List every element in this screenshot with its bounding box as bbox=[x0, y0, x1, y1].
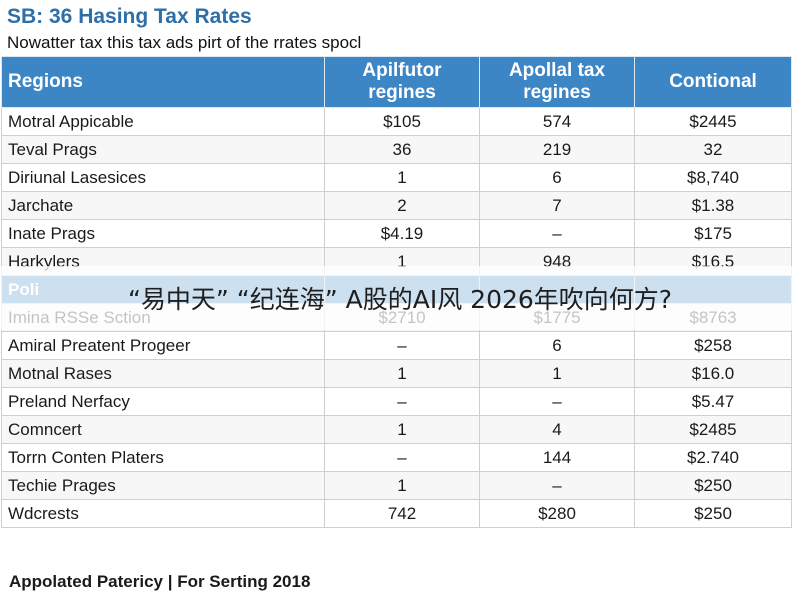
row-value-cell: – bbox=[479, 387, 635, 416]
row-value-cell: 742 bbox=[324, 499, 480, 528]
page-subtitle: Nowatter tax this tax ads pirt of the rr… bbox=[7, 33, 362, 52]
row-value-cell: 32 bbox=[634, 135, 792, 164]
table-row: Diriunal Lasesices 1 6 $8,740 bbox=[1, 163, 792, 192]
row-value-cell: 4 bbox=[479, 415, 635, 444]
table-header-row: Regions Apilfutor regines Apollal tax re… bbox=[1, 56, 792, 108]
header-apollal-tax-regines: Apollal tax regines bbox=[479, 56, 635, 108]
row-region-cell: Motral Appicable bbox=[1, 107, 325, 136]
row-value-cell: 36 bbox=[324, 135, 480, 164]
row-value-cell: $5.47 bbox=[634, 387, 792, 416]
row-value-cell: $105 bbox=[324, 107, 480, 136]
table-row: Amiral Preatent Progeer –6 $258 bbox=[1, 331, 792, 360]
row-value-cell: – bbox=[479, 471, 635, 500]
row-value-cell: 219 bbox=[479, 135, 635, 164]
footer-note: Appolated Patericy | For Serting 2018 bbox=[9, 572, 311, 591]
row-value-cell: $1.38 bbox=[634, 191, 792, 220]
table-row: Jarchate 2 7 $1.38 bbox=[1, 191, 792, 220]
row-value-cell: $280 bbox=[479, 499, 635, 528]
table-row: Motnal Rases 1 1 $16.0 bbox=[1, 359, 792, 388]
table-row: Motral Appicable $105 574 $2445 bbox=[1, 107, 792, 136]
page-title: SB: 36 Hasing Tax Rates bbox=[7, 5, 252, 28]
row-value-cell: 6 bbox=[479, 331, 635, 360]
row-region-cell: Techie Prages bbox=[1, 471, 325, 500]
row-region-cell: Amiral Preatent Progeer bbox=[1, 331, 325, 360]
row-value-cell: $16.0 bbox=[634, 359, 792, 388]
row-region-cell: Comncert bbox=[1, 415, 325, 444]
row-value-cell: $175 bbox=[634, 219, 792, 248]
row-value-cell: $250 bbox=[634, 471, 792, 500]
row-value-cell: – bbox=[479, 219, 635, 248]
row-value-cell: $8,740 bbox=[634, 163, 792, 192]
row-value-cell: $2485 bbox=[634, 415, 792, 444]
row-value-cell: 1 bbox=[324, 359, 480, 388]
row-region-cell: Jarchate bbox=[1, 191, 325, 220]
table-row: Techie Prages 1– $250 bbox=[1, 471, 792, 500]
row-region-cell: Motnal Rases bbox=[1, 359, 325, 388]
row-value-cell: – bbox=[324, 331, 480, 360]
table-row: Torrn Conten Platers –144 $2.740 bbox=[1, 443, 792, 472]
table-row: Wdcrests 742 $280 $250 bbox=[1, 499, 792, 528]
row-value-cell: $258 bbox=[634, 331, 792, 360]
row-value-cell: 2 bbox=[324, 191, 480, 220]
row-region-cell: Diriunal Lasesices bbox=[1, 163, 325, 192]
row-value-cell: 1 bbox=[324, 471, 480, 500]
row-region-cell: Wdcrests bbox=[1, 499, 325, 528]
table-row: Preland Nerfacy – – $5.47 bbox=[1, 387, 792, 416]
row-value-cell: $2445 bbox=[634, 107, 792, 136]
row-value-cell: 1 bbox=[324, 415, 480, 444]
row-value-cell: $250 bbox=[634, 499, 792, 528]
row-region-cell: Preland Nerfacy bbox=[1, 387, 325, 416]
row-region-cell: Torrn Conten Platers bbox=[1, 443, 325, 472]
row-value-cell: 7 bbox=[479, 191, 635, 220]
row-value-cell: 1 bbox=[324, 163, 480, 192]
header-regions: Regions bbox=[1, 56, 325, 108]
table-row: Inate Prags $4.19– $175 bbox=[1, 219, 792, 248]
row-value-cell: 574 bbox=[479, 107, 635, 136]
row-region-cell: Teval Prags bbox=[1, 135, 325, 164]
row-value-cell: – bbox=[324, 443, 480, 472]
row-value-cell: 144 bbox=[479, 443, 635, 472]
table-row: Teval Prags 36 219 32 bbox=[1, 135, 792, 164]
row-region-cell: Inate Prags bbox=[1, 219, 325, 248]
caption-overlay-text: “易中天” “纪连海” A股的AI风 2026年吹向何方? bbox=[127, 285, 673, 314]
row-value-cell: – bbox=[324, 387, 480, 416]
row-value-cell: 6 bbox=[479, 163, 635, 192]
table-row: Comncert 1 4 $2485 bbox=[1, 415, 792, 444]
header-apilfutor-regines: Apilfutor regines bbox=[324, 56, 480, 108]
row-value-cell: 1 bbox=[479, 359, 635, 388]
caption-overlay-banner: “易中天” “纪连海” A股的AI风 2026年吹向何方? bbox=[0, 266, 800, 330]
row-value-cell: $4.19 bbox=[324, 219, 480, 248]
row-value-cell: $2.740 bbox=[634, 443, 792, 472]
header-contional: Contional bbox=[634, 56, 792, 108]
